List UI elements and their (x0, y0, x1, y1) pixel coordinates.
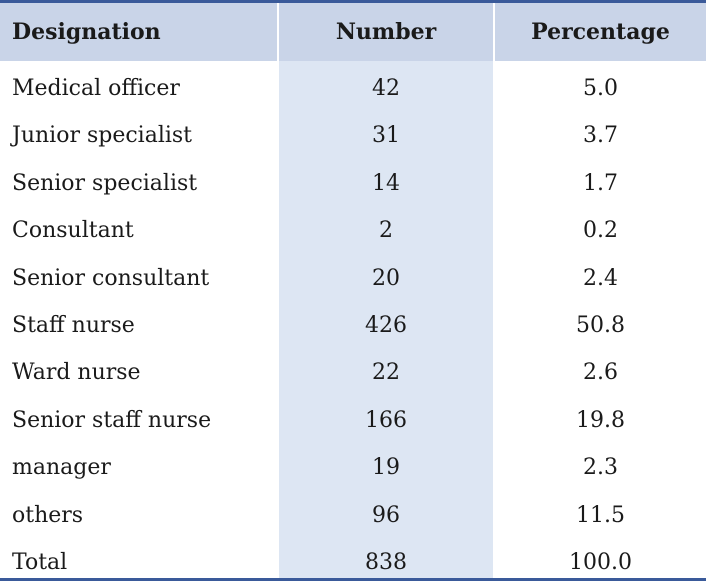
table-header-row: Designation Number Percentage (0, 3, 706, 61)
table-row: Senior staff nurse 166 19.8 (0, 397, 706, 444)
cell-designation: Senior specialist (12, 170, 198, 196)
table-row: Consultant 2 0.2 (0, 207, 706, 254)
table-row: Ward nurse 22 2.6 (0, 349, 706, 396)
cell-percentage: 19.8 (576, 407, 625, 433)
cell-designation: Total (12, 549, 68, 575)
cell-designation: Ward nurse (12, 360, 141, 386)
cell-designation: Medical officer (12, 76, 180, 101)
cell-percentage: 2.3 (583, 455, 618, 481)
header-designation: Designation (0, 3, 277, 61)
cell-percentage: 11.5 (576, 502, 625, 528)
cell-percentage: 3.7 (583, 123, 618, 149)
number-column-shade (279, 3, 493, 578)
cell-number: 2 (379, 218, 393, 244)
table-row-total: Total 838 100.0 (0, 539, 706, 586)
cell-designation: Junior specialist (12, 123, 193, 149)
cell-number: 31 (372, 123, 400, 149)
cell-number: 42 (372, 76, 400, 101)
table-row: Medical officer 42 5.0 (0, 65, 706, 112)
cell-designation: Senior consultant (12, 265, 210, 291)
table-row: Junior specialist 31 3.7 (0, 112, 706, 159)
header-percentage: Percentage (495, 3, 706, 61)
cell-designation: manager (12, 455, 111, 481)
table-body: Medical officer 42 5.0 Junior specialist… (0, 65, 706, 586)
cell-percentage: 2.4 (583, 265, 618, 291)
table-row: manager 19 2.3 (0, 444, 706, 491)
cell-number: 166 (365, 407, 407, 433)
cell-designation: Consultant (12, 218, 134, 244)
cell-number: 22 (372, 360, 400, 386)
cell-number: 838 (365, 549, 407, 575)
cell-designation: others (12, 502, 84, 528)
header-number: Number (279, 3, 493, 61)
cell-percentage: 2.6 (583, 360, 618, 386)
cell-number: 426 (365, 312, 407, 338)
cell-number: 20 (372, 265, 400, 291)
table-row: Senior consultant 20 2.4 (0, 255, 706, 302)
cell-number: 96 (372, 502, 400, 528)
cell-percentage: 50.8 (576, 312, 625, 338)
cell-percentage: 100.0 (569, 549, 632, 575)
cell-designation: Staff nurse (12, 312, 135, 338)
cell-number: 19 (372, 455, 400, 481)
table-row: Senior specialist 14 1.7 (0, 160, 706, 207)
cell-number: 14 (372, 170, 400, 196)
cell-percentage: 5.0 (583, 76, 618, 101)
cell-designation: Senior staff nurse (12, 407, 212, 433)
cell-percentage: 0.2 (583, 218, 618, 244)
table-row: others 96 11.5 (0, 492, 706, 539)
cell-percentage: 1.7 (583, 170, 618, 196)
table-row: Staff nurse 426 50.8 (0, 302, 706, 349)
